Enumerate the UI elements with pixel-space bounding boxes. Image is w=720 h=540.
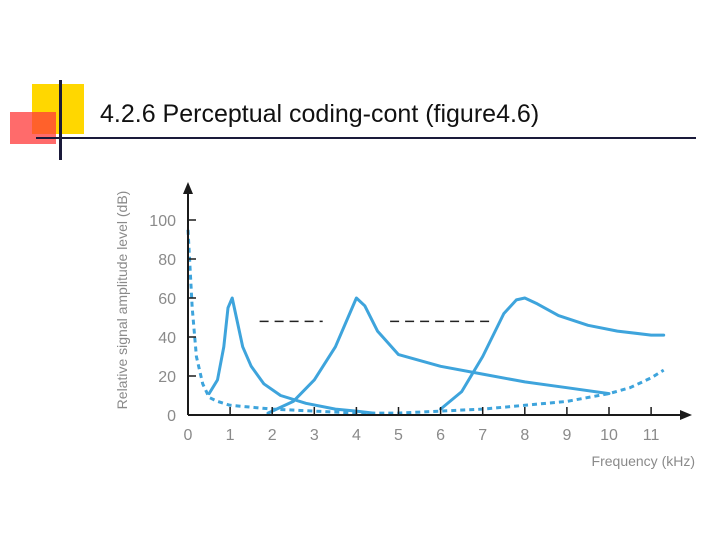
y-tick-label: 0 [167,408,176,425]
chart-axes [183,182,692,420]
y-axis-label: Relative signal amplitude level (dB) [114,191,130,410]
chart-curves [186,229,666,415]
slide-title: 4.2.6 Perceptual coding-cont (figure4.6) [100,100,540,128]
series-line-4 [439,296,666,411]
series-line-1 [186,229,665,415]
x-tick-label: 4 [352,427,361,444]
x-axis-arrow [680,410,692,420]
x-tick-label: 11 [643,427,660,444]
y-axis-arrow [183,182,193,194]
y-tick-label: 40 [158,330,176,347]
x-tick-label: 3 [310,427,319,444]
x-tick-label: 1 [226,427,235,444]
x-tick-label: 10 [600,427,618,444]
series-line-3 [266,296,611,415]
y-tick-label: 80 [158,252,176,269]
series-line-2 [207,296,375,415]
y-tick-label: 60 [158,291,176,308]
decor-title-underline [36,137,696,139]
x-tick-label: 8 [520,427,529,444]
y-tick-label: 100 [149,213,176,230]
x-tick-label: 9 [562,427,571,444]
x-tick-label: 5 [394,427,403,444]
decor-vertical-line [59,80,62,160]
x-tick-label: 6 [436,427,445,444]
chart-ticks: 0 20 40 60 80 100 0 1 2 3 4 5 6 7 8 9 10 11 [149,213,659,444]
x-tick-label: 2 [268,427,277,444]
y-tick-label: 20 [158,369,176,386]
x-tick-label: 0 [184,427,193,444]
x-tick-label: 7 [478,427,487,444]
x-axis-label: Frequency (kHz) [592,453,695,469]
